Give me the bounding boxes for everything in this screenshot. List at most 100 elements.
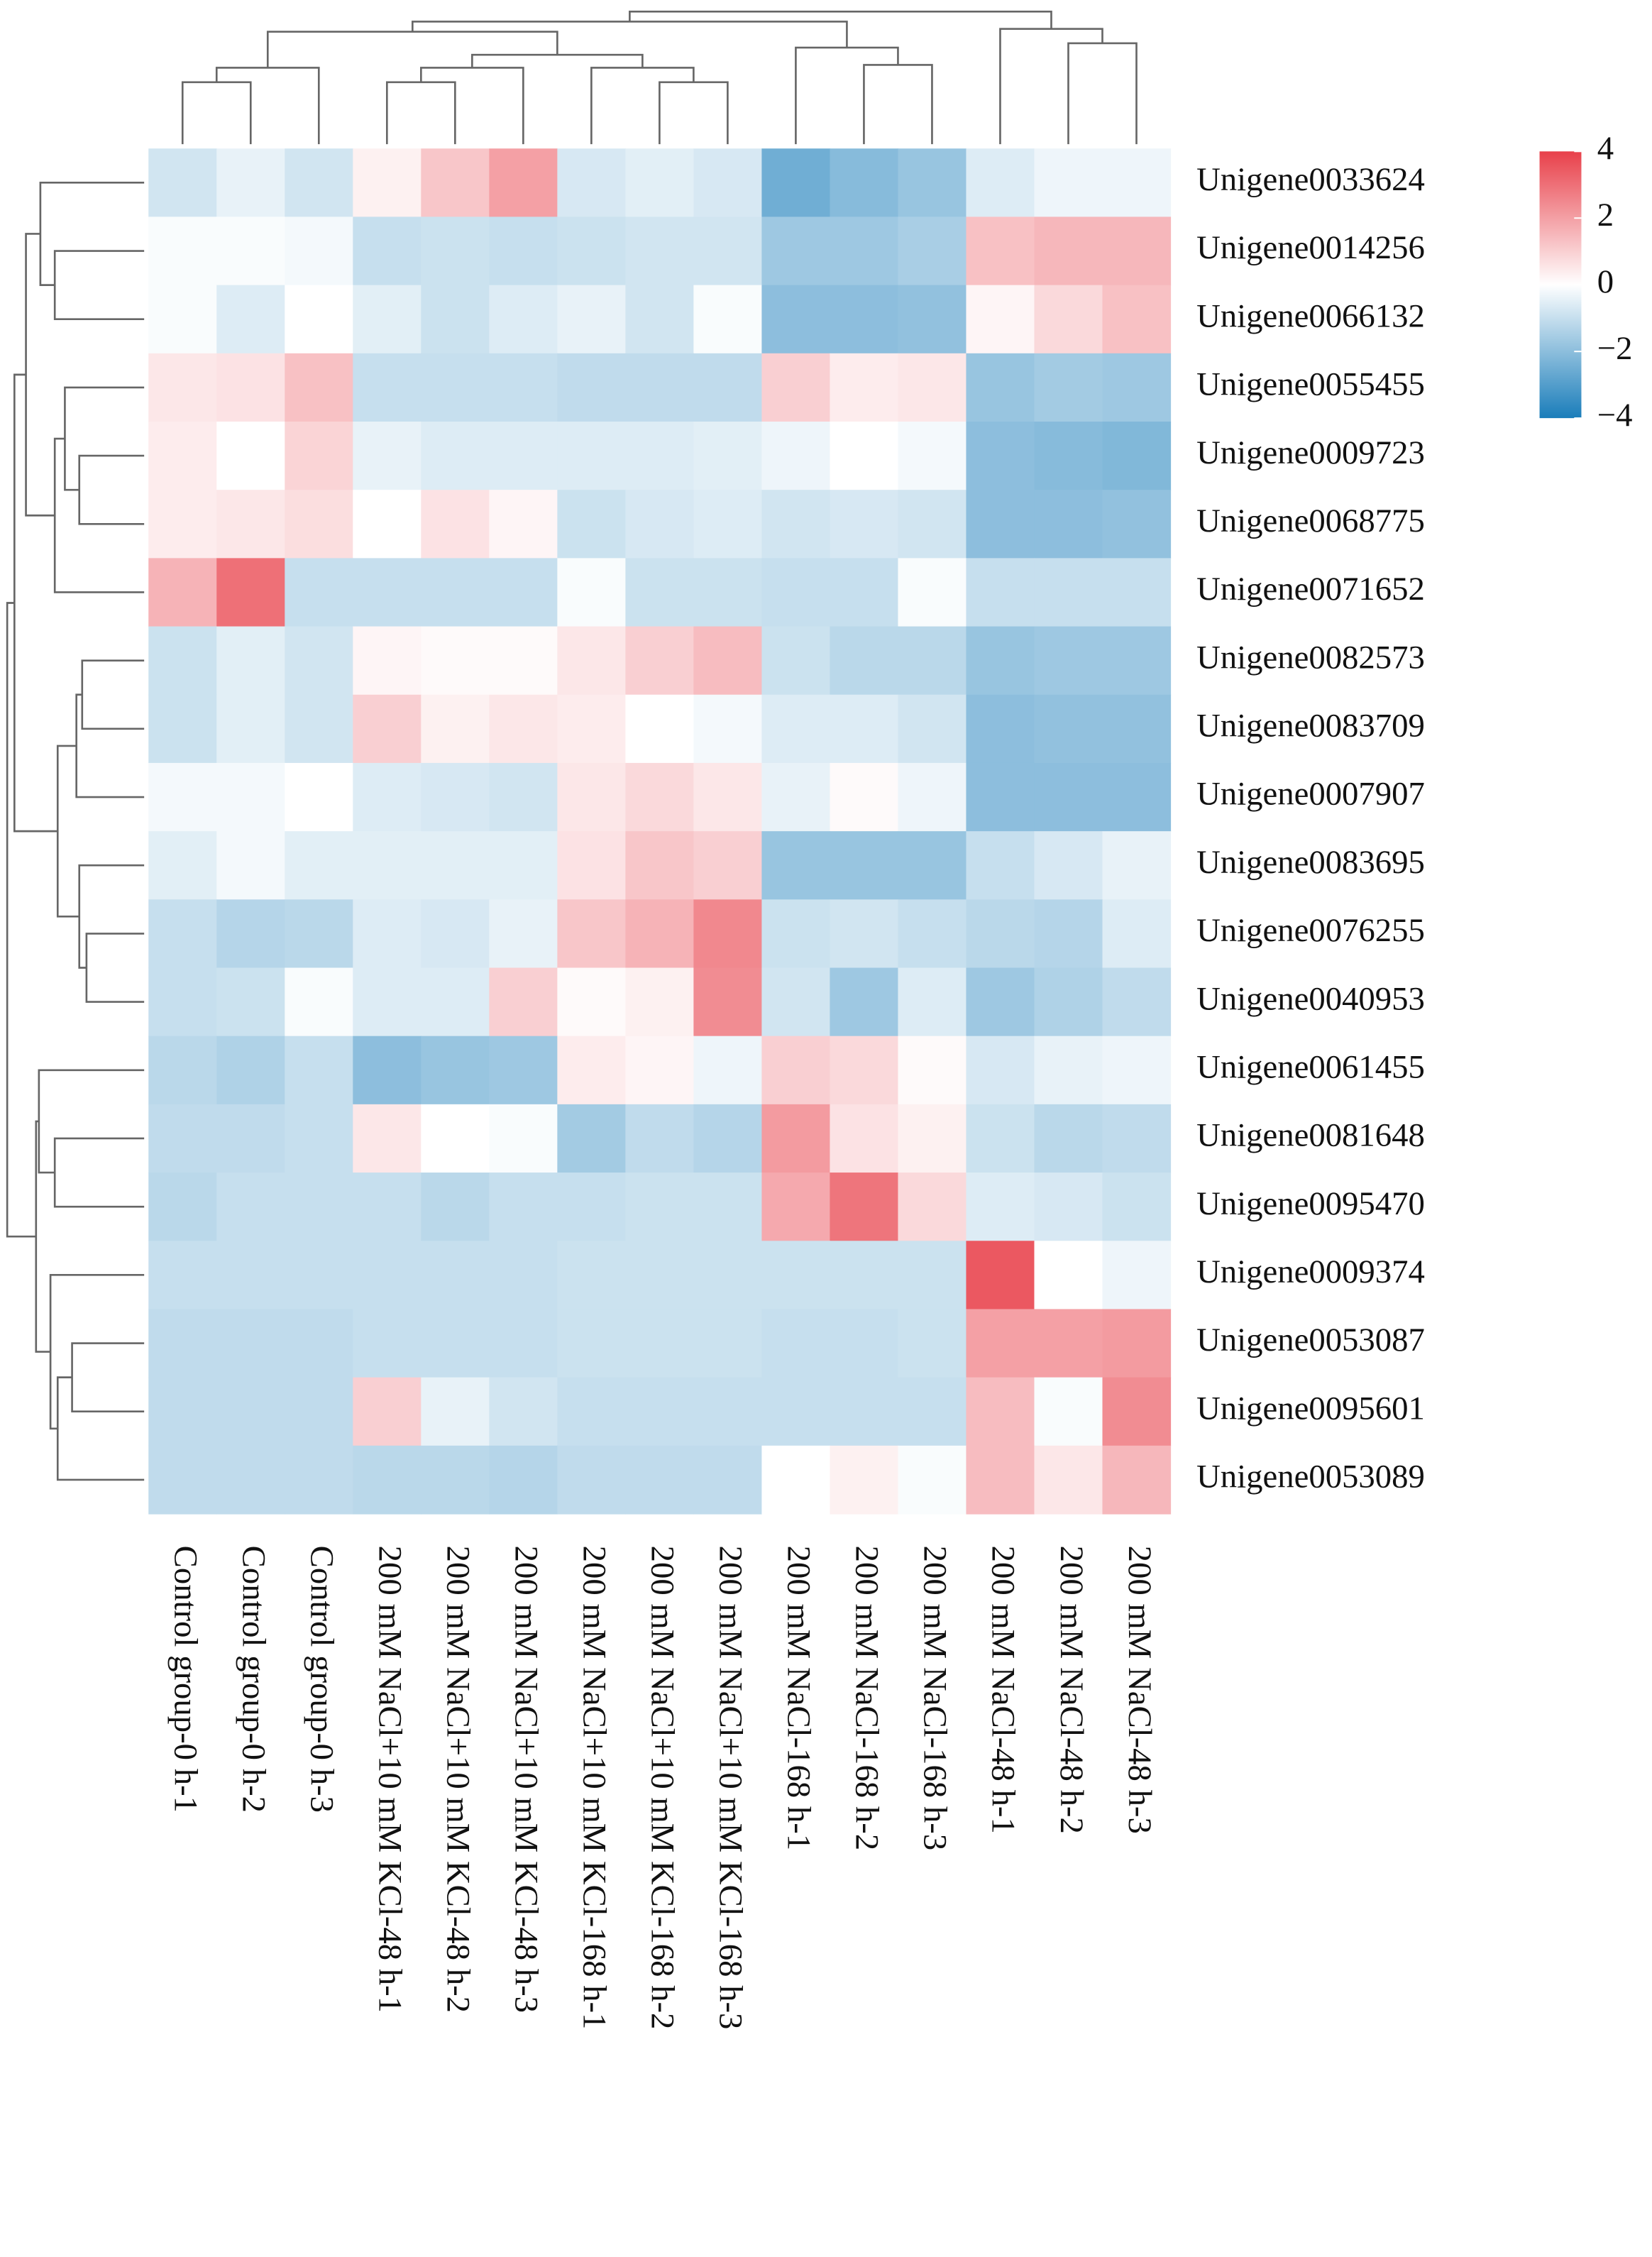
row-dendrogram (53, 1137, 145, 1208)
heat-cell (898, 285, 967, 354)
heat-cell (966, 1173, 1035, 1241)
heat-cell (830, 216, 899, 286)
column-label: Control group-0 h-3 (304, 1546, 341, 1813)
heat-cell (1102, 1377, 1172, 1446)
row-dendrogram (6, 602, 36, 1238)
heat-cell (830, 1309, 899, 1378)
heat-cell (625, 626, 694, 696)
heat-cell (1034, 216, 1103, 286)
heat-cell (216, 216, 285, 286)
heat-cell (1102, 1309, 1172, 1378)
heat-cell (761, 421, 831, 490)
heat-cell (625, 1173, 694, 1241)
heat-cell (898, 762, 967, 832)
heat-cell (285, 1309, 353, 1378)
row-label: Unigene0068775 (1196, 503, 1425, 539)
heat-cell (285, 1036, 353, 1105)
heat-cell (693, 1036, 763, 1105)
row-label: Unigene0055455 (1196, 366, 1425, 403)
heat-cell (898, 1036, 967, 1105)
heat-cell (353, 1445, 422, 1515)
heat-cell (216, 1104, 285, 1173)
heat-cell (216, 1173, 285, 1241)
heat-cell (148, 1036, 217, 1105)
heat-cell (285, 1377, 353, 1446)
heat-cell (421, 285, 490, 354)
row-dendrogram (53, 250, 145, 321)
heat-cell (761, 1104, 831, 1173)
heat-cell (625, 490, 694, 559)
heat-cell (353, 1309, 422, 1378)
column-dendrogram (181, 81, 252, 145)
heat-cell (1102, 421, 1172, 490)
heat-cell (285, 421, 353, 490)
heat-cell (557, 1104, 626, 1173)
column-label: 200 mM NaCl+10 mM KCl-168 h-1 (576, 1546, 613, 2030)
heat-cell (898, 558, 967, 627)
heat-cell (966, 899, 1035, 969)
heat-cell (693, 285, 763, 354)
column-dendrogram (1067, 42, 1138, 145)
row-label: Unigene0095470 (1196, 1185, 1425, 1222)
heat-cell (966, 421, 1035, 490)
heat-cell (625, 1309, 694, 1378)
heat-cell (966, 558, 1035, 627)
heat-cell (216, 831, 285, 900)
heat-cell (489, 490, 558, 559)
heat-cell (148, 1241, 217, 1310)
heat-cell (285, 558, 353, 627)
row-dendrogram (71, 1342, 145, 1413)
heat-cell (216, 558, 285, 627)
heat-cell (898, 831, 967, 900)
column-label: 200 mM NaCl+10 mM KCl-168 h-3 (712, 1546, 749, 2030)
heat-cell (1102, 1036, 1172, 1105)
row-dendrogram (85, 933, 145, 1003)
heat-cell (830, 1445, 899, 1515)
heat-cell (693, 1445, 763, 1515)
heat-cell (285, 1445, 353, 1515)
heat-cell (1034, 285, 1103, 354)
heat-cell (761, 967, 831, 1037)
heat-cell (693, 1309, 763, 1378)
heat-cell (148, 967, 217, 1037)
heat-cell (421, 558, 490, 627)
heat-cell (421, 421, 490, 490)
heat-cell (761, 558, 831, 627)
heat-cell (1034, 1241, 1103, 1310)
heat-cell (1102, 285, 1172, 354)
heat-cell (148, 1445, 217, 1515)
row-label: Unigene0033624 (1196, 161, 1425, 198)
row-label: Unigene0076255 (1196, 912, 1425, 949)
heat-cell (148, 216, 217, 286)
heat-cell (830, 762, 899, 832)
heat-cell (1034, 353, 1103, 422)
heat-cell (353, 1377, 422, 1446)
heat-cell (353, 421, 422, 490)
heat-cell (557, 1173, 626, 1241)
heat-cell (557, 1445, 626, 1515)
heat-cell (353, 1036, 422, 1105)
heat-cell (625, 285, 694, 354)
heat-cell (1034, 1445, 1103, 1515)
heat-cell (693, 694, 763, 764)
heat-cell (421, 831, 490, 900)
heat-cell (353, 762, 422, 832)
row-label: Unigene0053087 (1196, 1322, 1425, 1358)
column-dendrogram (795, 46, 899, 145)
heat-cell (285, 626, 353, 696)
heat-cell (148, 626, 217, 696)
heat-cell (966, 1309, 1035, 1378)
heat-cell (898, 1309, 967, 1378)
heat-cell (898, 490, 967, 559)
heat-cell (1102, 490, 1172, 559)
heat-cell (216, 421, 285, 490)
heat-cell (557, 421, 626, 490)
row-dendrogram (64, 386, 145, 491)
row-dendrogram (81, 659, 145, 730)
heat-cell (148, 694, 217, 764)
heat-cell (830, 1104, 899, 1173)
row-dendrogram (56, 1376, 145, 1481)
heat-cell (761, 1173, 831, 1241)
column-dendrogram (215, 67, 320, 145)
